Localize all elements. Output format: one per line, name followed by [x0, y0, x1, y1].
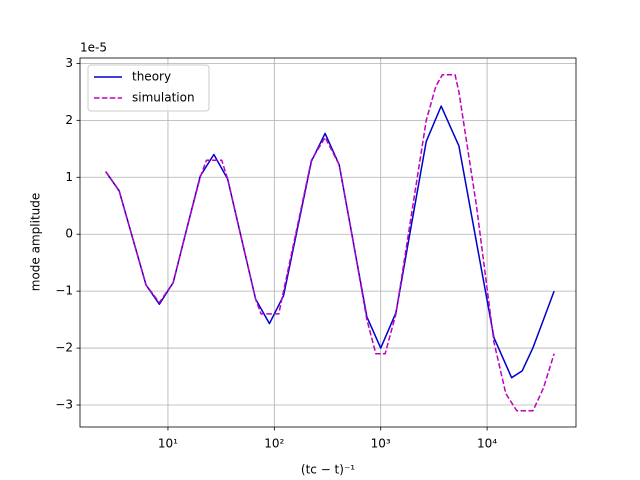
y-tick-label: −3 — [55, 398, 73, 412]
y-tick-label: −2 — [55, 341, 73, 355]
x-tick-label: 10⁴ — [477, 437, 497, 451]
x-axis-label: (tc − t)⁻¹ — [301, 463, 355, 477]
y-axis-label: mode amplitude — [29, 193, 43, 291]
legend-label: simulation — [132, 91, 195, 105]
y-tick-label: −1 — [55, 284, 73, 298]
offset-label: 1e-5 — [80, 41, 107, 55]
x-tick-label: 10¹ — [158, 437, 178, 451]
y-tick-label: 0 — [65, 227, 73, 241]
legend-label: theory — [132, 70, 171, 84]
series-line — [105, 74, 555, 412]
x-tick-label: 10³ — [371, 437, 391, 451]
x-tick-label: 10² — [264, 437, 284, 451]
y-tick-label: 2 — [65, 113, 73, 127]
y-tick-label: 1 — [65, 170, 73, 184]
y-tick-label: 3 — [65, 56, 73, 70]
axes-frame — [79, 57, 577, 428]
